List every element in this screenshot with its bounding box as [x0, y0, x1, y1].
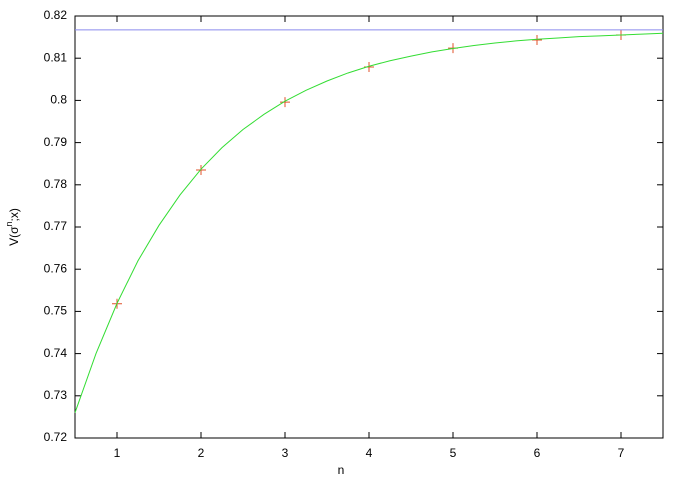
y-tick-label: 0.77: [44, 219, 68, 233]
x-axis-label: n: [338, 463, 345, 477]
y-tick-label: 0.79: [44, 135, 68, 149]
y-tick-label: 0.76: [44, 261, 68, 275]
y-tick-label: 0.8: [50, 93, 67, 107]
x-tick-label: 5: [450, 446, 457, 460]
y-label-superscript: n: [4, 221, 14, 226]
x-tick-label: 7: [618, 446, 625, 460]
data-point: [196, 165, 206, 176]
y-tick-label: 0.78: [44, 177, 68, 191]
y-axis-label: V(σn;x): [4, 208, 21, 246]
plot-frame: [74, 15, 664, 439]
y-tick-label: 0.74: [44, 346, 68, 360]
x-tick-label: 3: [282, 446, 289, 460]
data-point: [532, 35, 542, 46]
y-label-part: ;x): [7, 208, 21, 221]
y-tick-label: 0.73: [44, 388, 68, 402]
x-tick-label: 1: [114, 446, 121, 460]
y-tick-label: 0.72: [44, 430, 68, 444]
y-label-part: V(σ: [7, 226, 21, 246]
y-tick-label: 0.75: [44, 304, 68, 318]
x-tick-label: 2: [198, 446, 205, 460]
y-tick-label: 0.81: [44, 50, 68, 64]
data-line: [74, 32, 664, 413]
data-point: [280, 97, 290, 108]
x-tick-label: 6: [534, 446, 541, 460]
x-tick-label: 4: [366, 446, 373, 460]
y-tick-label: 0.82: [44, 8, 68, 22]
